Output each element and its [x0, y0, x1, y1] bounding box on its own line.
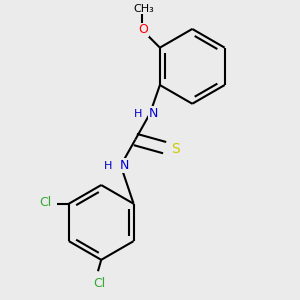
Text: Cl: Cl — [39, 196, 51, 208]
Text: S: S — [171, 142, 179, 156]
Text: H: H — [134, 109, 142, 118]
Text: CH₃: CH₃ — [133, 4, 154, 14]
Text: Cl: Cl — [94, 277, 106, 290]
Text: N: N — [119, 159, 129, 172]
Text: H: H — [104, 160, 112, 170]
Text: N: N — [148, 107, 158, 120]
Text: O: O — [139, 23, 148, 36]
